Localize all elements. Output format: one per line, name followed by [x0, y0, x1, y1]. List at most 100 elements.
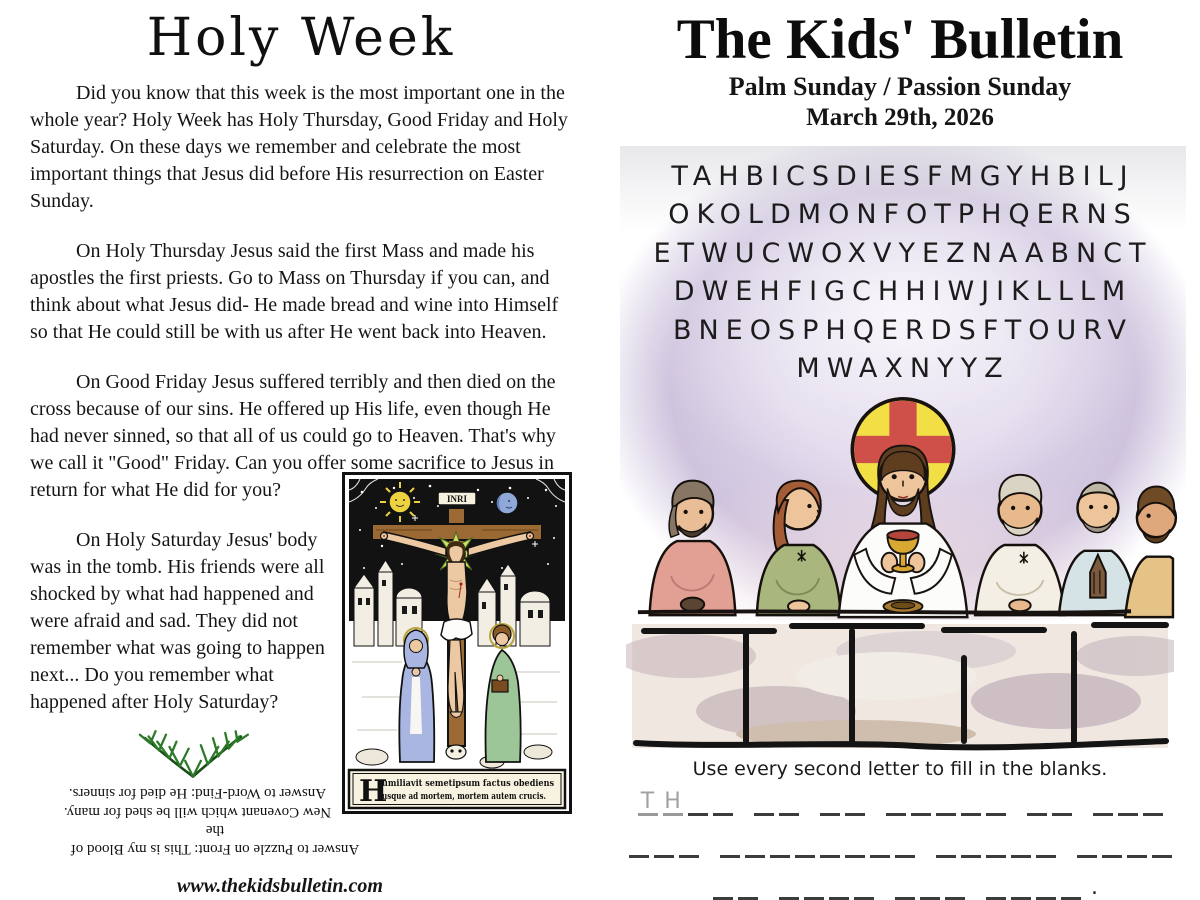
mary-figure: [398, 627, 436, 763]
inri-scroll: [437, 491, 477, 506]
answer-letter-slot: [1060, 874, 1081, 900]
answer-blank-word: [983, 874, 1083, 900]
answer-letter-slot: [803, 874, 824, 900]
john-figure: [484, 623, 522, 763]
word-search-row: MWAXNYYZ: [796, 353, 1010, 385]
word-search: TAHBICSDIESFMGYHBILJ OKOLDMONFOTPHQERNS …: [620, 146, 1186, 389]
word-search-row: DWEHFIGCHHIWJIKLLLM: [673, 276, 1133, 308]
answer-letter-slot: [1026, 790, 1047, 816]
answer-blank-word: [717, 832, 917, 858]
table-edge: [637, 609, 1132, 615]
apostle-figure: [755, 479, 842, 617]
apostle-figure: [1057, 481, 1139, 617]
word-search-row: ETWUCWOXVYEZNAABNCT: [653, 237, 1153, 269]
answer-letter-slot: [894, 874, 915, 900]
chalice-icon: [886, 529, 920, 574]
moon-icon: [495, 491, 519, 515]
palm-branch-icon: [118, 726, 268, 780]
answer-letter-slot: [737, 874, 758, 900]
answer-letter-slot: [828, 874, 849, 900]
caption-initial: H: [359, 774, 387, 809]
apostle-figure: [1123, 485, 1178, 619]
answer-blank-line: .: [600, 874, 1200, 900]
answer-blank-word: [710, 874, 760, 900]
bowl-icon: [882, 599, 924, 614]
corner-webs: [348, 478, 566, 503]
sun-icon: [380, 482, 420, 522]
right-page: The Kids' Bulletin Palm Sunday / Passion…: [600, 0, 1200, 900]
bulletin-subtitle: Palm Sunday / Passion Sunday: [728, 71, 1072, 101]
apostle-figure: [973, 473, 1067, 617]
answer-blank-word: [1074, 832, 1174, 858]
christ-figure: [379, 531, 535, 718]
answer-blank-line: [600, 832, 1200, 862]
answer-letter-slot: [819, 832, 840, 858]
answer-letter-slot: [719, 832, 740, 858]
answer-blank-word: [883, 790, 1008, 816]
article-paragraph: On Holy Thursday Jesus said the first Ma…: [30, 240, 559, 343]
city-windows: [358, 580, 543, 618]
answer-letter-slot: [712, 874, 733, 900]
answer-letter-slot: [1117, 790, 1138, 816]
page-title: Holy Week: [146, 8, 456, 68]
answer-blank-word: [776, 874, 876, 900]
article-paragraph: On Holy Saturday Jesus' body was in the …: [30, 529, 325, 713]
skull-icon: [445, 744, 467, 760]
answer-letter-slot: [1126, 832, 1147, 858]
answer-letter-slot: [1092, 790, 1113, 816]
last-supper-illustration: [620, 391, 1186, 621]
answer-letter-slot: [1010, 832, 1031, 858]
answer-letter-slot: [744, 832, 765, 858]
answer-blank-word: [1090, 790, 1165, 816]
left-page: Holy Week Did you know that this week is…: [30, 8, 572, 897]
punctuation: .: [1091, 874, 1098, 900]
answer-letter-slot: [960, 790, 981, 816]
answer-letter-slot: [678, 832, 699, 858]
jesus-figure: [837, 397, 969, 619]
answer-letter-slot: [1010, 874, 1031, 900]
answer-letter-slot: [944, 874, 965, 900]
answer-letter-slot: [1035, 832, 1056, 858]
answer-blank-word: [892, 874, 967, 900]
article-paragraph: On Good Friday Jesus suffered terribly a…: [30, 371, 556, 501]
answer-letter-slot: [985, 790, 1006, 816]
answer-letter-slot: [819, 790, 840, 816]
answer-letter-slot: [769, 832, 790, 858]
answer-letter-slot: [653, 832, 674, 858]
caption-line: umiliavit semetipsum factus obediens: [382, 778, 554, 789]
answer-blank-word: [817, 790, 867, 816]
crucifixion-woodcut-image: INRI: [342, 472, 572, 814]
answer-letter-slot: [712, 790, 733, 816]
answer-letter-slot: [985, 832, 1006, 858]
answer-letter-slot: [1142, 790, 1163, 816]
article: Did you know that this week is the most …: [30, 80, 572, 858]
answer-letter-slot: [935, 832, 956, 858]
answer-letter-slot: [919, 874, 940, 900]
answer-letter-slot: H: [662, 788, 683, 816]
answer-letter-slot: [794, 832, 815, 858]
caption-band: [347, 768, 567, 810]
answer-letter-slot: [1076, 832, 1097, 858]
upside-down-answers: Answer to Puzzle on Front: This is my Bl…: [30, 784, 365, 858]
ground-hatching: [352, 661, 560, 735]
answer-text-line: Answer to Word-Find: He died for sinners…: [68, 785, 327, 802]
word-search-row: OKOLDMONFOTPHQERNS: [668, 199, 1138, 231]
answer-text-line: Answer to Puzzle on Front: This is my Bl…: [70, 822, 360, 858]
answer-blank-word: [1024, 790, 1074, 816]
answer-letter-slot: [628, 832, 649, 858]
answer-letter-slot: [844, 832, 865, 858]
answer-text-line: New Covenant which will be shed for many…: [63, 804, 332, 820]
stone-outlines: [633, 621, 1169, 751]
caption-line: usque ad mortem, mortem autem crucis.: [382, 791, 546, 802]
answer-blank-word: [626, 832, 701, 858]
answer-letter-slot: [935, 790, 956, 816]
word-search-row: BNEOSPHQERDSFTOURV: [672, 314, 1134, 346]
answer-letter-slot: [1035, 874, 1056, 900]
article-paragraph: Did you know that this week is the most …: [30, 82, 568, 212]
stone-wall-illustration: [626, 616, 1174, 754]
answer-letter-slot: [753, 790, 774, 816]
answer-blank-word: [751, 790, 801, 816]
answer-letter-slot: [960, 832, 981, 858]
